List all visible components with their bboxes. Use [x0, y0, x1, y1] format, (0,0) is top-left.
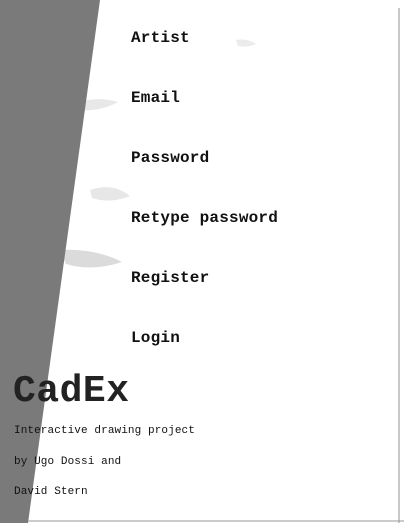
project-title: CadEx [13, 370, 130, 414]
password-field[interactable]: Password [131, 149, 209, 167]
credit-line-2: David Stern [14, 486, 88, 498]
credit-line-1: by Ugo Dossi and [14, 456, 121, 468]
email-field[interactable]: Email [131, 89, 180, 107]
artist-field[interactable]: Artist [131, 29, 190, 47]
login-button[interactable]: Login [131, 329, 180, 347]
register-button[interactable]: Register [131, 269, 209, 287]
retype-password-field[interactable]: Retype password [131, 209, 278, 227]
project-subtitle: Interactive drawing project [14, 425, 195, 437]
